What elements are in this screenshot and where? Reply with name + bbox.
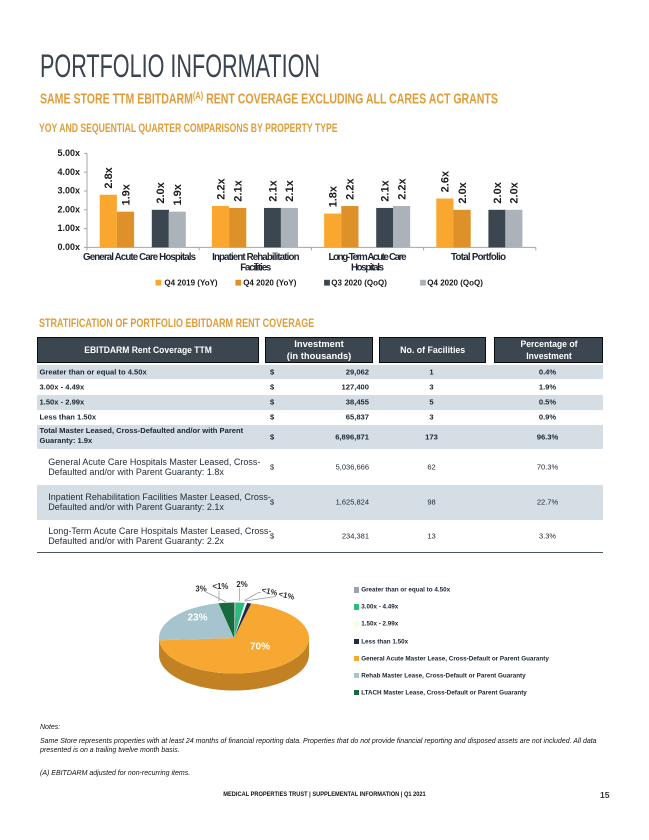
svg-text:23%: 23% <box>187 612 207 623</box>
svg-text:Hospitals: Hospitals <box>351 262 384 273</box>
svg-text:0.00x: 0.00x <box>57 242 80 252</box>
svg-text:2.0x: 2.0x <box>457 181 469 203</box>
svg-text:2.8x: 2.8x <box>103 166 115 188</box>
svg-text:5.00x: 5.00x <box>57 148 80 158</box>
svg-text:Long-Term Acute Care: Long-Term Acute Care <box>329 252 408 263</box>
svg-text:2.2x: 2.2x <box>345 178 357 200</box>
svg-text:Q4 2020 (QoQ): Q4 2020 (QoQ) <box>427 278 483 287</box>
svg-text:2.2x: 2.2x <box>215 178 227 200</box>
svg-text:General Acute Care Hospitals: General Acute Care Hospitals <box>83 252 196 263</box>
svg-text:Inpatient Rehabilitation: Inpatient Rehabilitation <box>212 252 299 263</box>
svg-text:2.0x: 2.0x <box>155 181 167 203</box>
svg-text:2%: 2% <box>236 580 247 589</box>
svg-text:Total Portfolio: Total Portfolio <box>451 252 506 263</box>
svg-text:2.1x: 2.1x <box>284 179 296 201</box>
svg-text:2.6x: 2.6x <box>440 170 452 192</box>
svg-text:2.0x: 2.0x <box>509 181 521 203</box>
svg-text:2.1x: 2.1x <box>380 179 392 201</box>
svg-text:1.8x: 1.8x <box>328 185 340 207</box>
svg-text:2.2x: 2.2x <box>396 178 408 200</box>
svg-text:Q3 2020 (QoQ): Q3 2020 (QoQ) <box>331 278 387 287</box>
svg-text:2.1x: 2.1x <box>267 179 279 201</box>
svg-text:2.1x: 2.1x <box>233 179 245 201</box>
svg-text:1.00x: 1.00x <box>57 223 80 233</box>
svg-text:Q4 2020 (YoY): Q4 2020 (YoY) <box>243 278 297 287</box>
svg-text:4.00x: 4.00x <box>57 167 80 177</box>
svg-text:<1%: <1% <box>261 586 278 598</box>
svg-text:<1%: <1% <box>212 582 228 591</box>
svg-text:<1%: <1% <box>278 590 295 602</box>
svg-text:1.9x: 1.9x <box>120 183 132 205</box>
svg-text:Q4 2019 (YoY): Q4 2019 (YoY) <box>164 278 218 287</box>
svg-text:3.00x: 3.00x <box>57 186 80 196</box>
svg-text:70%: 70% <box>250 641 270 652</box>
svg-text:1.9x: 1.9x <box>172 183 184 205</box>
svg-text:2.00x: 2.00x <box>57 204 80 214</box>
svg-text:Facilities: Facilities <box>240 262 271 273</box>
svg-text:2.0x: 2.0x <box>492 181 504 203</box>
svg-text:3%: 3% <box>195 585 206 594</box>
